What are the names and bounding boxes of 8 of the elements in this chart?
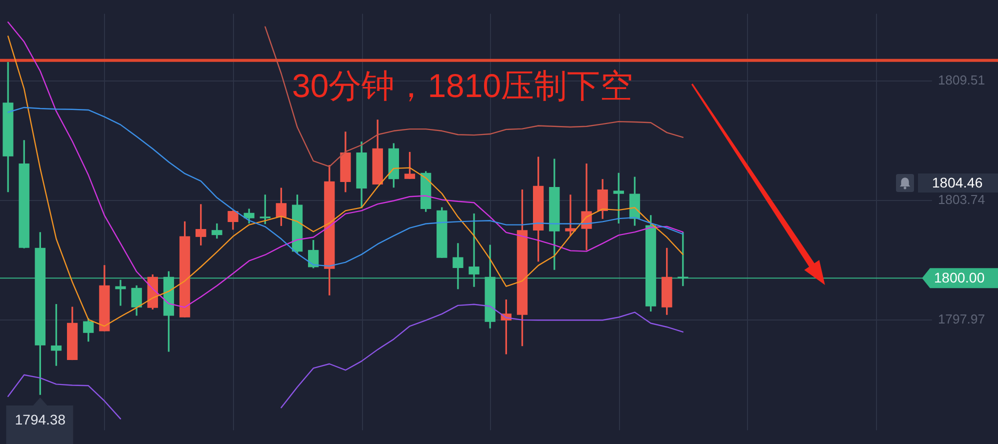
y-tick-label: 1803.74 — [938, 192, 985, 208]
y-tick-label: 1809.51 — [938, 72, 985, 88]
ref-line-label: 1800.00 — [934, 269, 985, 286]
annotation: 1804.46 — [932, 174, 983, 190]
annotation: 1794.38 — [14, 411, 66, 428]
text: 30分钟，1810压制下空 — [292, 67, 634, 104]
y-tick-label: 1797.97 — [938, 312, 985, 327]
candlestick — [565, 194, 576, 236]
